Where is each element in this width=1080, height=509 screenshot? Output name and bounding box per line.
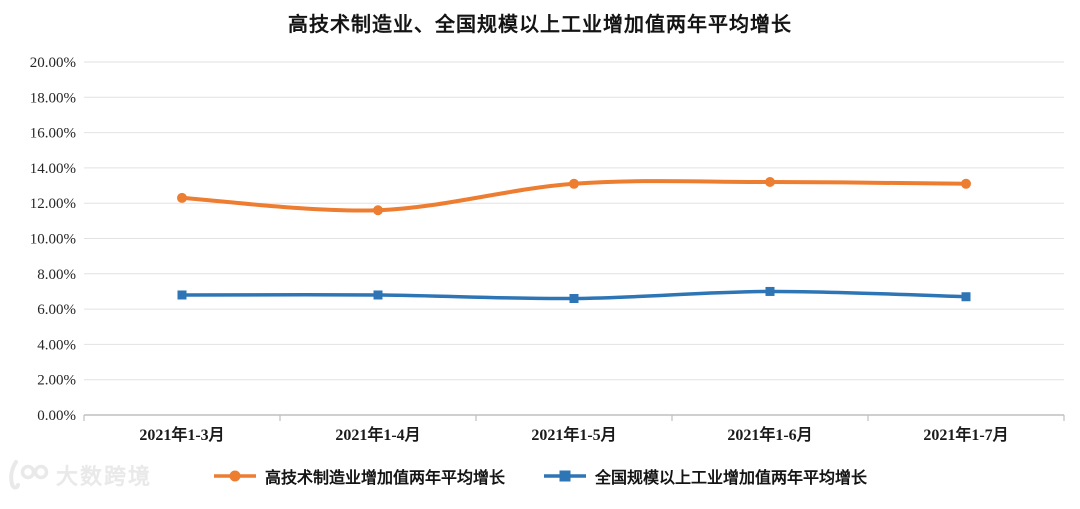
y-tick-label: 4.00% (37, 337, 76, 353)
data-point-marker (961, 292, 971, 302)
legend-label-national: 全国规模以上工业增加值两年平均增长 (595, 470, 868, 487)
y-tick-label: 12.00% (30, 196, 76, 212)
legend-item-national[interactable]: 全国规模以上工业增加值两年平均增长 (543, 464, 867, 488)
data-point-marker (765, 177, 775, 188)
data-point-marker (961, 178, 971, 189)
y-tick-label: 10.00% (30, 232, 76, 248)
data-point-marker (373, 205, 383, 216)
y-tick-label: 6.00% (37, 302, 76, 318)
x-tick-label: 2021年1-6月 (727, 425, 812, 444)
x-tick-label: 2021年1-3月 (139, 425, 224, 444)
y-tick-label: 0.00% (37, 408, 76, 424)
x-tick-label: 2021年1-7月 (923, 425, 1008, 444)
y-tick-label: 16.00% (30, 126, 76, 142)
legend-line-circle-icon (213, 470, 256, 482)
y-tick-label: 14.00% (30, 161, 76, 177)
x-tick-label: 2021年1-5月 (531, 425, 616, 444)
legend-item-hightech[interactable]: 高技术制造业增加值两年平均增长 (213, 464, 505, 488)
chart-canvas: 0.00% 2.00% 4.00% 6.00% 8.00% 10.00% 12.00% 14.… (30, 55, 1065, 444)
x-tick-label: 2021年1-4月 (335, 425, 420, 444)
y-tick-label: 8.00% (37, 267, 76, 283)
chart-title: 高技术制造业、全国规模以上工业增加值两年平均增长 (288, 14, 792, 36)
data-point-marker (569, 294, 579, 304)
y-tick-label: 18.00% (30, 90, 76, 106)
legend-line-square-icon (544, 470, 586, 482)
legend-label-hightech: 高技术制造业增加值两年平均增长 (264, 470, 505, 487)
data-point-marker (177, 290, 187, 300)
data-point-marker (177, 192, 187, 203)
data-point-marker (373, 290, 383, 300)
y-tick-label: 2.00% (37, 373, 76, 389)
data-point-marker (765, 286, 775, 296)
plot-area: 0.00% 2.00% 4.00% 6.00% 8.00% 10.00% 12.00% 14.… (30, 55, 1065, 444)
legend: 高技术制造业增加值两年平均增长 全国规模以上工业增加值两年平均增长 (0, 460, 1080, 492)
data-point-marker (569, 178, 579, 189)
y-tick-label: 20.00% (30, 55, 76, 71)
